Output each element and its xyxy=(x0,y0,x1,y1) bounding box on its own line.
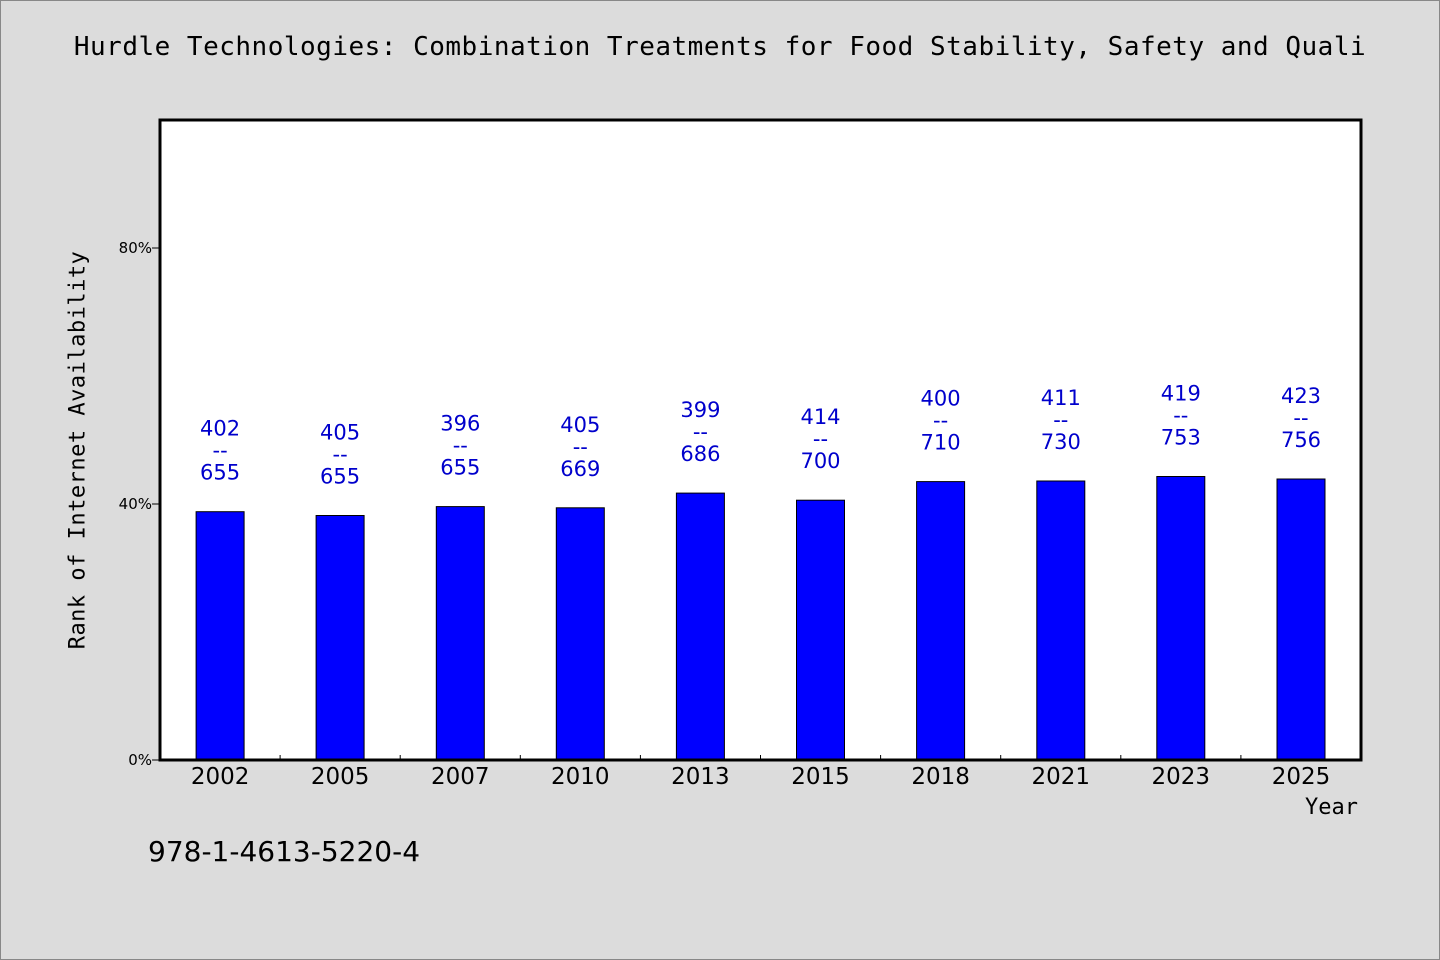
bar xyxy=(435,506,485,761)
y-tick-label: 40% xyxy=(119,495,152,513)
bar-data-label: 402 xyxy=(200,417,240,441)
bar-data-label: 396 xyxy=(440,412,480,436)
bar-data-label: 419 xyxy=(1161,382,1201,406)
bar xyxy=(555,507,605,761)
bar-data-label: 655 xyxy=(440,456,480,480)
bar-data-label: 700 xyxy=(800,449,840,473)
y-tick-label: 0% xyxy=(128,751,152,769)
bar-data-label: 655 xyxy=(200,461,240,485)
x-tick-label: 2018 xyxy=(911,764,970,790)
bar xyxy=(315,515,365,761)
chart-title: Hurdle Technologies: Combination Treatme… xyxy=(73,32,1367,62)
bar-data-label: 400 xyxy=(921,387,961,411)
bar-data-label: 399 xyxy=(680,398,720,422)
bar-data-label: 405 xyxy=(560,413,600,437)
bar-data-label: 730 xyxy=(1041,430,1081,454)
bar-data-label: 411 xyxy=(1041,386,1081,410)
bar xyxy=(1276,478,1326,761)
x-tick-label: 2023 xyxy=(1152,764,1211,790)
x-tick-label: 2010 xyxy=(551,764,610,790)
bar xyxy=(195,511,245,761)
bar-data-label: 756 xyxy=(1281,428,1321,452)
bar-data-label: -- xyxy=(333,443,348,467)
y-tick-label: 80% xyxy=(119,239,152,257)
x-tick-label: 2005 xyxy=(311,764,370,790)
bar-data-label: 414 xyxy=(800,405,840,429)
bar-data-label: -- xyxy=(213,439,228,463)
bar-data-label: 655 xyxy=(320,465,360,489)
bar xyxy=(1036,480,1086,761)
bar xyxy=(796,499,845,761)
bar-data-label: -- xyxy=(1173,404,1188,428)
bar xyxy=(1156,476,1206,761)
bar-data-label: -- xyxy=(1053,408,1068,432)
bar-data-label: -- xyxy=(693,420,708,444)
bar-data-label: 423 xyxy=(1281,384,1321,408)
bar-data-label: -- xyxy=(933,409,948,433)
bar-data-label: -- xyxy=(573,435,588,459)
bar-data-label: -- xyxy=(813,427,828,451)
isbn-footnote: 978-1-4613-5220-4 xyxy=(148,835,421,868)
bar-data-label: 753 xyxy=(1161,426,1201,450)
bar xyxy=(916,481,966,761)
bar-data-label: 710 xyxy=(921,431,961,455)
bar-data-label: 686 xyxy=(680,442,720,466)
bar-data-label: -- xyxy=(453,434,468,458)
x-tick-label: 2015 xyxy=(791,764,850,790)
plot-border xyxy=(158,118,1363,762)
bar xyxy=(675,492,725,761)
bar-data-label: 405 xyxy=(320,421,360,445)
x-tick-label: 2021 xyxy=(1032,764,1091,790)
x-tick-label: 2002 xyxy=(191,764,250,790)
bar-data-label: 669 xyxy=(560,457,600,481)
bar-data-label: -- xyxy=(1293,406,1308,430)
x-tick-label: 2025 xyxy=(1272,764,1331,790)
x-tick-label: 2007 xyxy=(431,764,490,790)
x-axis-title: Year xyxy=(1305,795,1358,820)
x-tick-label: 2013 xyxy=(671,764,730,790)
